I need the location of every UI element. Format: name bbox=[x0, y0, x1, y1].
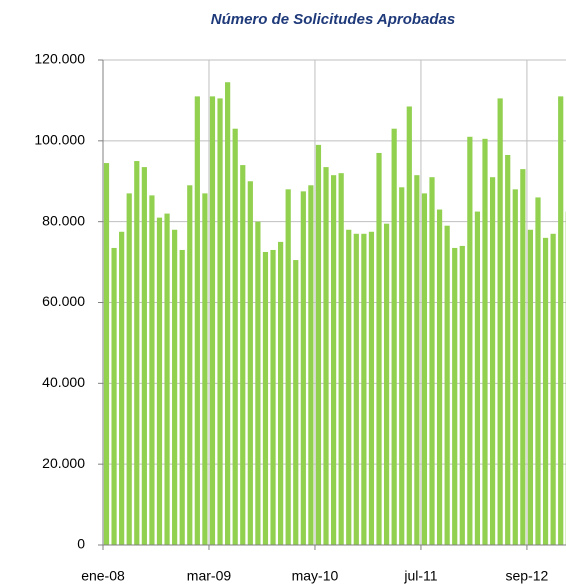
bar bbox=[126, 193, 132, 545]
bar bbox=[467, 136, 473, 545]
bar bbox=[558, 96, 564, 545]
bar bbox=[111, 247, 117, 545]
bar bbox=[452, 247, 458, 545]
bar bbox=[406, 106, 412, 546]
bar bbox=[270, 249, 276, 546]
y-tick-label: 60.000 bbox=[42, 293, 85, 309]
bar bbox=[331, 175, 337, 545]
bar bbox=[202, 193, 208, 545]
bar bbox=[119, 231, 125, 546]
chart-title: Número de Solicitudes Aprobadas bbox=[211, 11, 456, 28]
y-tick-label: 20.000 bbox=[42, 455, 85, 471]
bar bbox=[346, 229, 352, 545]
bar bbox=[391, 128, 397, 546]
bar bbox=[156, 217, 163, 545]
bar bbox=[421, 193, 428, 545]
bar bbox=[255, 221, 261, 545]
bar bbox=[141, 167, 147, 545]
bar bbox=[247, 181, 253, 545]
bar bbox=[217, 98, 223, 545]
bar bbox=[293, 260, 299, 545]
bar bbox=[436, 209, 443, 545]
bar bbox=[240, 165, 246, 546]
bar bbox=[232, 128, 238, 546]
bar bbox=[300, 191, 306, 545]
bar bbox=[399, 187, 405, 545]
bar bbox=[474, 211, 481, 545]
bar bbox=[542, 237, 549, 546]
bar bbox=[512, 189, 518, 546]
bar bbox=[278, 241, 284, 545]
bar bbox=[520, 169, 526, 545]
bar bbox=[134, 161, 140, 545]
bar bbox=[179, 249, 185, 546]
bar bbox=[383, 223, 390, 545]
x-tick-label: sep-12 bbox=[506, 568, 549, 584]
bar bbox=[535, 197, 541, 545]
x-tick-label: mar-09 bbox=[187, 568, 232, 584]
bar bbox=[285, 189, 291, 546]
bar bbox=[550, 233, 556, 545]
bar bbox=[376, 152, 382, 546]
x-tick-label: jul-11 bbox=[403, 568, 437, 584]
bar bbox=[429, 177, 435, 546]
bar bbox=[444, 225, 450, 546]
bar bbox=[172, 229, 178, 545]
x-tick-label: ene-08 bbox=[81, 568, 125, 584]
bar bbox=[361, 233, 367, 545]
bar bbox=[459, 245, 465, 545]
bar bbox=[187, 185, 193, 545]
y-tick-label: 0 bbox=[77, 536, 85, 552]
y-tick-label: 80.000 bbox=[42, 212, 85, 228]
bar bbox=[489, 177, 496, 546]
y-tick-label: 120.000 bbox=[34, 51, 85, 67]
bar bbox=[315, 144, 322, 545]
bar bbox=[505, 154, 511, 545]
bar bbox=[497, 98, 503, 545]
bar bbox=[414, 175, 420, 545]
x-tick-label: may-10 bbox=[292, 568, 339, 584]
bar bbox=[368, 231, 375, 546]
bar bbox=[353, 233, 359, 545]
bar bbox=[338, 173, 344, 545]
bar bbox=[209, 96, 216, 545]
y-tick-label: 100.000 bbox=[34, 132, 85, 148]
bar bbox=[194, 96, 200, 545]
y-tick-label: 40.000 bbox=[42, 374, 85, 390]
bar bbox=[225, 82, 231, 546]
bar bbox=[262, 251, 269, 545]
bar bbox=[149, 195, 155, 546]
bar bbox=[323, 167, 329, 545]
bar bbox=[482, 138, 488, 545]
bar bbox=[527, 229, 534, 545]
bar bbox=[308, 185, 314, 545]
bar bbox=[164, 213, 170, 546]
bar bbox=[103, 163, 110, 545]
